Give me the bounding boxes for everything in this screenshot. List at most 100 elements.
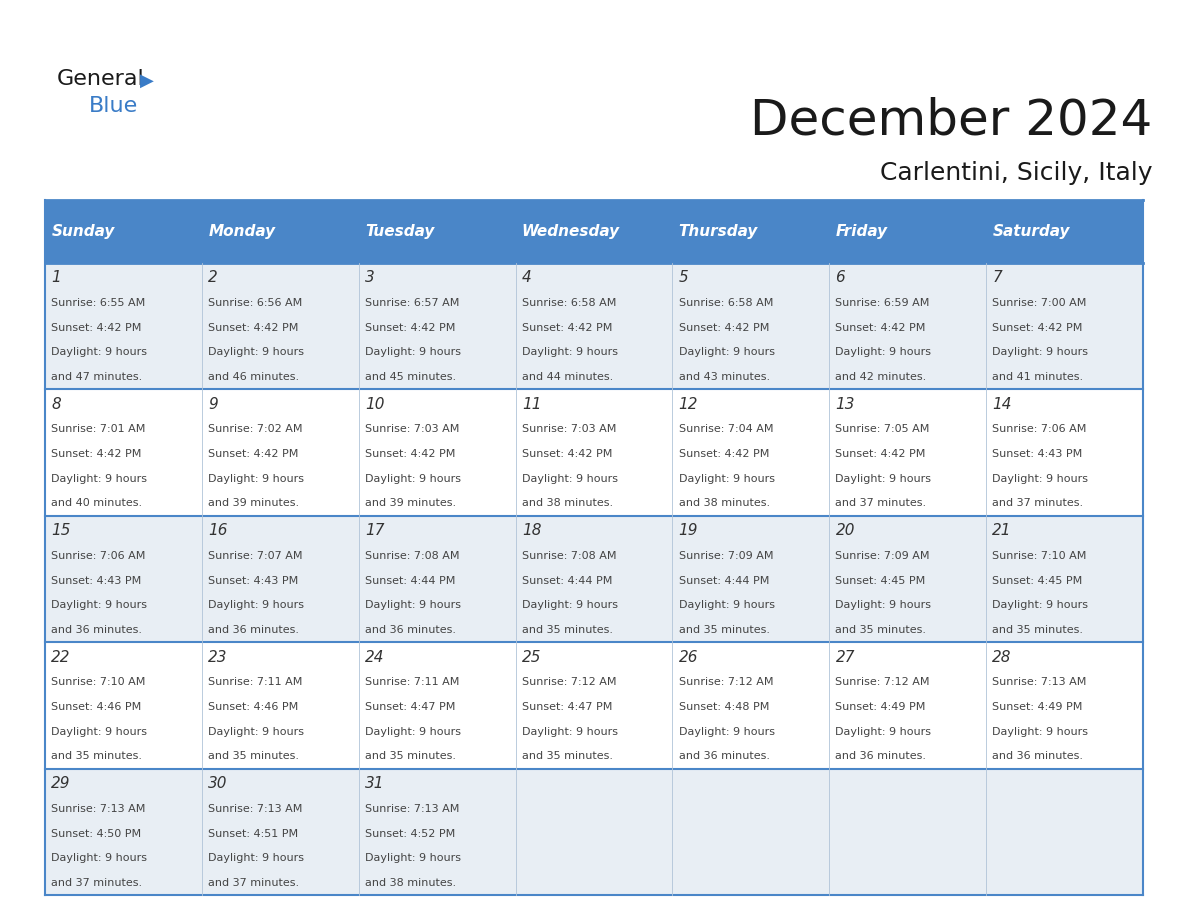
Text: 21: 21	[992, 523, 1012, 538]
Text: Daylight: 9 hours: Daylight: 9 hours	[835, 727, 931, 737]
Text: Sunrise: 7:06 AM: Sunrise: 7:06 AM	[51, 551, 146, 561]
Text: Sunset: 4:51 PM: Sunset: 4:51 PM	[208, 829, 298, 839]
Text: Daylight: 9 hours: Daylight: 9 hours	[835, 347, 931, 357]
Text: Daylight: 9 hours: Daylight: 9 hours	[522, 474, 618, 484]
Text: 22: 22	[51, 650, 71, 665]
Text: and 35 minutes.: and 35 minutes.	[208, 752, 299, 761]
Text: 14: 14	[992, 397, 1012, 411]
Text: and 37 minutes.: and 37 minutes.	[51, 878, 143, 888]
Text: 23: 23	[208, 650, 228, 665]
Text: Sunrise: 7:04 AM: Sunrise: 7:04 AM	[678, 424, 773, 434]
Text: 25: 25	[522, 650, 542, 665]
Text: Sunrise: 7:13 AM: Sunrise: 7:13 AM	[992, 677, 1087, 688]
Text: 5: 5	[678, 270, 688, 285]
Text: 16: 16	[208, 523, 228, 538]
Text: and 36 minutes.: and 36 minutes.	[51, 625, 143, 635]
Text: Sunset: 4:42 PM: Sunset: 4:42 PM	[365, 449, 455, 459]
Text: Sunrise: 7:11 AM: Sunrise: 7:11 AM	[365, 677, 460, 688]
Text: and 37 minutes.: and 37 minutes.	[208, 878, 299, 888]
Bar	[986, 642, 1143, 768]
Text: 29: 29	[51, 776, 71, 791]
Bar	[829, 200, 986, 263]
Text: ▶: ▶	[140, 72, 154, 90]
Bar	[986, 516, 1143, 642]
Text: Sunset: 4:42 PM: Sunset: 4:42 PM	[678, 322, 769, 332]
Text: 2: 2	[208, 270, 217, 285]
Text: Daylight: 9 hours: Daylight: 9 hours	[365, 347, 461, 357]
Text: Sunrise: 7:03 AM: Sunrise: 7:03 AM	[365, 424, 460, 434]
Text: Daylight: 9 hours: Daylight: 9 hours	[208, 600, 304, 610]
Text: Sunday: Sunday	[51, 224, 115, 239]
Text: Daylight: 9 hours: Daylight: 9 hours	[365, 474, 461, 484]
Text: and 37 minutes.: and 37 minutes.	[835, 498, 927, 509]
Text: 26: 26	[678, 650, 699, 665]
Bar	[516, 768, 672, 895]
Text: Sunrise: 7:03 AM: Sunrise: 7:03 AM	[522, 424, 617, 434]
Text: Daylight: 9 hours: Daylight: 9 hours	[208, 727, 304, 737]
Text: Sunset: 4:42 PM: Sunset: 4:42 PM	[365, 322, 455, 332]
Text: Friday: Friday	[835, 224, 887, 239]
Text: Sunset: 4:46 PM: Sunset: 4:46 PM	[51, 702, 141, 712]
Text: 1: 1	[51, 270, 61, 285]
Text: 20: 20	[835, 523, 855, 538]
Text: Sunrise: 7:02 AM: Sunrise: 7:02 AM	[208, 424, 303, 434]
Text: Monday: Monday	[208, 224, 276, 239]
Text: Sunset: 4:42 PM: Sunset: 4:42 PM	[835, 322, 925, 332]
Text: Daylight: 9 hours: Daylight: 9 hours	[678, 474, 775, 484]
Text: Tuesday: Tuesday	[365, 224, 435, 239]
Text: Sunrise: 7:13 AM: Sunrise: 7:13 AM	[365, 804, 460, 814]
Text: Sunrise: 7:01 AM: Sunrise: 7:01 AM	[51, 424, 146, 434]
Bar	[672, 200, 829, 263]
Text: and 35 minutes.: and 35 minutes.	[678, 625, 770, 635]
Text: Sunrise: 7:12 AM: Sunrise: 7:12 AM	[678, 677, 773, 688]
Text: Sunset: 4:42 PM: Sunset: 4:42 PM	[835, 449, 925, 459]
Text: Daylight: 9 hours: Daylight: 9 hours	[51, 474, 147, 484]
Bar	[672, 642, 829, 768]
Bar	[359, 642, 516, 768]
Bar	[829, 642, 986, 768]
Text: 8: 8	[51, 397, 61, 411]
Text: Sunrise: 7:08 AM: Sunrise: 7:08 AM	[365, 551, 460, 561]
Text: and 38 minutes.: and 38 minutes.	[678, 498, 770, 509]
Text: and 43 minutes.: and 43 minutes.	[678, 372, 770, 382]
Text: Sunset: 4:43 PM: Sunset: 4:43 PM	[51, 576, 141, 586]
Text: Thursday: Thursday	[678, 224, 758, 239]
Text: Sunset: 4:43 PM: Sunset: 4:43 PM	[992, 449, 1082, 459]
Text: Sunset: 4:42 PM: Sunset: 4:42 PM	[51, 449, 141, 459]
Bar	[516, 642, 672, 768]
Text: Sunrise: 6:55 AM: Sunrise: 6:55 AM	[51, 298, 146, 308]
Text: Daylight: 9 hours: Daylight: 9 hours	[51, 854, 147, 863]
Text: Sunset: 4:45 PM: Sunset: 4:45 PM	[835, 576, 925, 586]
Text: Daylight: 9 hours: Daylight: 9 hours	[208, 347, 304, 357]
Text: 13: 13	[835, 397, 855, 411]
Text: Blue: Blue	[89, 96, 138, 117]
Text: Sunset: 4:52 PM: Sunset: 4:52 PM	[365, 829, 455, 839]
Text: 10: 10	[365, 397, 385, 411]
Text: Daylight: 9 hours: Daylight: 9 hours	[51, 600, 147, 610]
Bar	[202, 200, 359, 263]
Text: Sunset: 4:42 PM: Sunset: 4:42 PM	[678, 449, 769, 459]
Text: Sunset: 4:44 PM: Sunset: 4:44 PM	[678, 576, 769, 586]
Text: Sunset: 4:48 PM: Sunset: 4:48 PM	[678, 702, 769, 712]
Text: and 39 minutes.: and 39 minutes.	[365, 498, 456, 509]
Text: Wednesday: Wednesday	[522, 224, 620, 239]
Bar	[45, 642, 202, 768]
Bar	[672, 389, 829, 516]
Bar	[359, 200, 516, 263]
Text: Carlentini, Sicily, Italy: Carlentini, Sicily, Italy	[880, 161, 1152, 185]
Text: Daylight: 9 hours: Daylight: 9 hours	[522, 347, 618, 357]
Text: Sunrise: 7:12 AM: Sunrise: 7:12 AM	[835, 677, 930, 688]
Text: December 2024: December 2024	[750, 96, 1152, 144]
Text: Daylight: 9 hours: Daylight: 9 hours	[678, 727, 775, 737]
Bar	[202, 516, 359, 642]
Text: and 36 minutes.: and 36 minutes.	[992, 752, 1083, 761]
Bar	[829, 263, 986, 389]
Text: Sunset: 4:42 PM: Sunset: 4:42 PM	[208, 449, 298, 459]
Text: Sunset: 4:46 PM: Sunset: 4:46 PM	[208, 702, 298, 712]
Text: 7: 7	[992, 270, 1001, 285]
Text: Sunset: 4:45 PM: Sunset: 4:45 PM	[992, 576, 1082, 586]
Text: and 35 minutes.: and 35 minutes.	[835, 625, 927, 635]
Text: and 44 minutes.: and 44 minutes.	[522, 372, 613, 382]
Text: and 38 minutes.: and 38 minutes.	[365, 878, 456, 888]
Bar	[516, 516, 672, 642]
